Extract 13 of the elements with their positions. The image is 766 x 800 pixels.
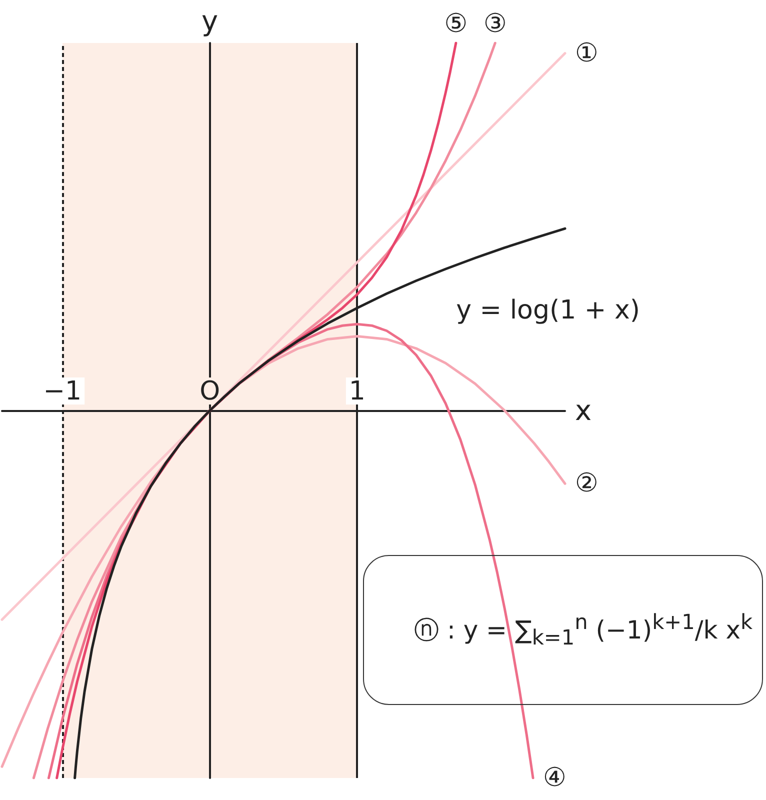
x-tick-label: −1 [43,376,82,406]
annotation: ⓝ : y = ∑$_{k=1}$$^{n}$ (−1)$^{k+1}$/k x$^{k}$ [414,610,753,650]
x-axis-title: x [575,394,592,427]
series-label: ③ [483,9,507,39]
series-label: y = log(1 + x) [456,296,640,326]
y-axis-title: y [202,4,218,38]
x-tick-label: O [200,376,220,406]
series-label: ② [575,468,598,499]
series-label: ⑤ [444,9,468,39]
series-label: ① [575,38,598,68]
formula-frame: ⓝ : y = ∑$_{k=1}$$^{n}$ (−1)$^{k+1}$/k x$^{k}$ [363,555,763,705]
x-tick-label: 1 [348,376,366,406]
series-label: ④ [543,763,566,793]
